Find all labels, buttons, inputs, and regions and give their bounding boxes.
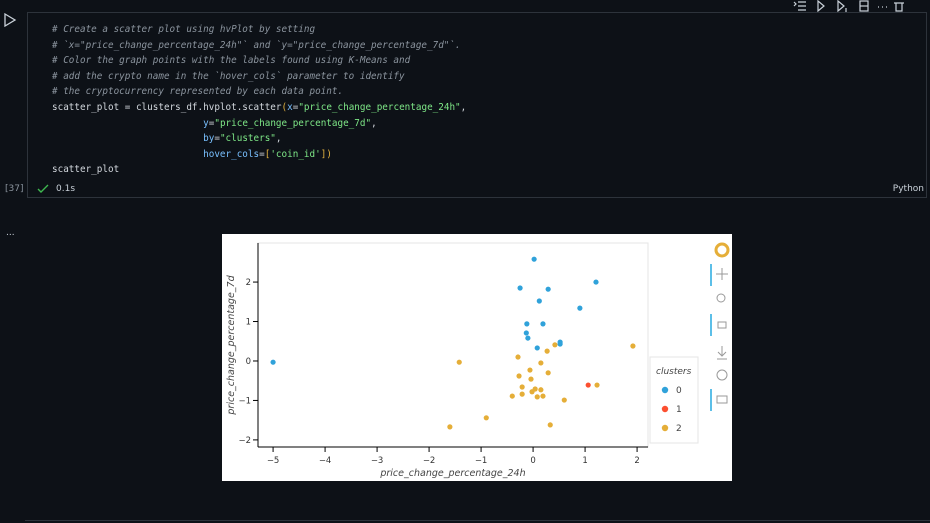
- x-tick-label: −1: [475, 456, 488, 466]
- bokeh-toolbar: [710, 242, 730, 411]
- x-tick-label: 2: [634, 456, 639, 466]
- point: [527, 367, 533, 373]
- run-button[interactable]: [3, 13, 17, 27]
- point: [630, 343, 636, 349]
- plot-frame: [257, 242, 649, 448]
- x-tick-label: −2: [423, 456, 436, 466]
- point: [538, 387, 544, 393]
- point: [517, 285, 523, 291]
- point: [547, 422, 553, 428]
- language: Python: [892, 184, 924, 194]
- legend-label: 2: [676, 424, 682, 434]
- code-cell: [27, 12, 927, 198]
- point: [519, 384, 525, 390]
- code-line: # the cryptocurrency represented by each…: [52, 86, 344, 98]
- legend-label: 1: [676, 405, 682, 415]
- point: [529, 389, 535, 395]
- point: [483, 415, 489, 421]
- x-tick-label: −3: [371, 456, 384, 466]
- legend-box: [649, 356, 699, 444]
- legend-label: 0: [676, 386, 682, 396]
- point: [594, 382, 600, 388]
- point: [456, 359, 462, 365]
- point: [534, 394, 540, 400]
- point: [577, 305, 583, 311]
- status-time: 0.1s: [56, 184, 76, 194]
- x-tick-label: −5: [267, 456, 280, 466]
- code-line: by="clusters",: [203, 133, 282, 145]
- legend-marker: [661, 405, 669, 413]
- point: [519, 391, 525, 397]
- execution-count: [37]: [5, 184, 24, 194]
- y-tick-label: 0: [246, 357, 251, 367]
- point: [525, 335, 531, 341]
- code-line: scatter_plot = clusters_df.hvplot.scatte…: [52, 101, 467, 113]
- legend-title: clusters: [656, 367, 692, 377]
- point: [552, 342, 558, 348]
- point: [538, 360, 544, 366]
- point: [534, 345, 540, 351]
- point: [540, 321, 546, 327]
- legend-marker: [661, 386, 669, 394]
- x-tick-label: 0: [530, 456, 535, 466]
- output-prompt: ...: [6, 228, 15, 238]
- code-line: y="price_change_percentage_7d",: [203, 117, 377, 129]
- code-line: # Color the graph points with the labels…: [52, 55, 411, 67]
- cell-toolbar: [793, 0, 904, 12]
- point: [516, 373, 522, 379]
- point: [515, 354, 521, 360]
- point: [544, 348, 550, 354]
- point: [536, 298, 542, 304]
- point: [540, 393, 546, 399]
- divider: [25, 520, 930, 521]
- x-axis-label: price_change_percentage_24h: [379, 468, 525, 479]
- code: # Create a scatter plot using hvPlot by …: [52, 22, 466, 178]
- point: [545, 370, 551, 376]
- point: [270, 359, 276, 365]
- point: [531, 256, 537, 262]
- point: [524, 321, 530, 327]
- y-tick-label: −1: [238, 396, 251, 406]
- code-line: # add the crypto name in the `hover_cols…: [52, 70, 405, 82]
- y-tick-label: −2: [238, 436, 251, 446]
- point: [585, 382, 591, 388]
- y-axis-label: price_change_percentage_7d: [226, 274, 237, 415]
- y-tick-label: 1: [246, 318, 251, 328]
- code-line: scatter_plot: [52, 164, 120, 176]
- legend-marker: [661, 424, 669, 432]
- point: [447, 424, 453, 430]
- point: [557, 341, 563, 347]
- code-line: hover_cols=['coin_id']): [203, 148, 332, 160]
- code-line: # Create a scatter plot using hvPlot by …: [52, 24, 316, 35]
- point: [593, 279, 599, 285]
- point: [528, 376, 534, 382]
- x-tick-label: 1: [582, 456, 587, 466]
- point: [561, 397, 567, 403]
- chart: −5 −4 −3 −2 −1 0 1 2 −2 −1 0 1 2 price_change_percent…: [222, 234, 732, 481]
- point: [545, 286, 551, 292]
- point: [523, 330, 529, 336]
- code-line: # `x="price_change_percentage_24h"` and …: [52, 39, 461, 51]
- x-tick-label: −4: [319, 456, 332, 466]
- y-tick-label: 2: [246, 278, 251, 288]
- success-check: [37, 184, 49, 193]
- point: [509, 393, 515, 399]
